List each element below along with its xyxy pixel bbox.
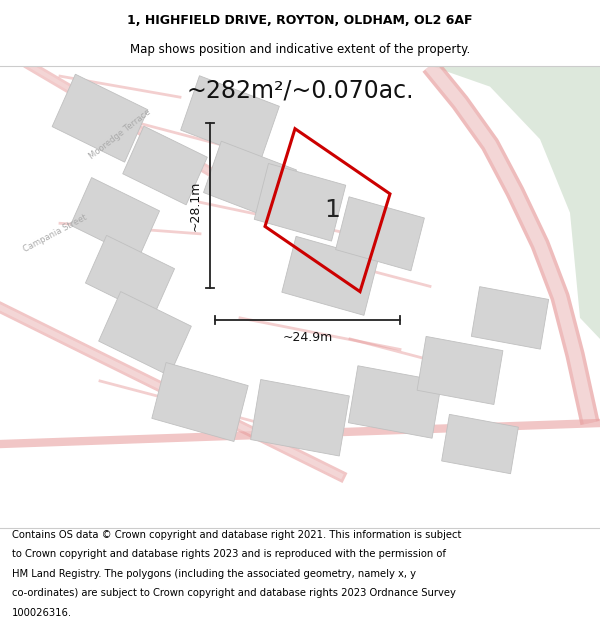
Text: 100026316.: 100026316. — [12, 608, 72, 618]
Polygon shape — [442, 414, 518, 474]
Polygon shape — [123, 126, 207, 205]
Text: to Crown copyright and database rights 2023 and is reproduced with the permissio: to Crown copyright and database rights 2… — [12, 549, 446, 559]
Text: Campania Street: Campania Street — [22, 213, 88, 254]
Polygon shape — [254, 164, 346, 241]
Polygon shape — [349, 366, 442, 438]
Polygon shape — [98, 292, 191, 376]
Polygon shape — [282, 236, 378, 316]
Polygon shape — [417, 336, 503, 404]
Polygon shape — [335, 197, 424, 271]
Text: 1: 1 — [325, 198, 340, 222]
Polygon shape — [152, 362, 248, 441]
Polygon shape — [430, 66, 600, 339]
Polygon shape — [181, 76, 280, 161]
Polygon shape — [251, 379, 349, 456]
Polygon shape — [203, 141, 296, 221]
Polygon shape — [52, 74, 148, 162]
Text: Map shows position and indicative extent of the property.: Map shows position and indicative extent… — [130, 42, 470, 56]
Text: ~28.1m: ~28.1m — [189, 181, 202, 231]
Text: ~24.9m: ~24.9m — [283, 331, 332, 344]
Text: HM Land Registry. The polygons (including the associated geometry, namely x, y: HM Land Registry. The polygons (includin… — [12, 569, 416, 579]
Text: Mooredge Terrace: Mooredge Terrace — [88, 107, 152, 161]
Text: co-ordinates) are subject to Crown copyright and database rights 2023 Ordnance S: co-ordinates) are subject to Crown copyr… — [12, 588, 456, 598]
Polygon shape — [85, 236, 175, 316]
Text: Contains OS data © Crown copyright and database right 2021. This information is : Contains OS data © Crown copyright and d… — [12, 530, 461, 540]
Polygon shape — [472, 287, 548, 349]
Text: 1, HIGHFIELD DRIVE, ROYTON, OLDHAM, OL2 6AF: 1, HIGHFIELD DRIVE, ROYTON, OLDHAM, OL2 … — [127, 14, 473, 28]
Polygon shape — [70, 177, 160, 259]
Text: ~282m²/~0.070ac.: ~282m²/~0.070ac. — [186, 78, 414, 102]
